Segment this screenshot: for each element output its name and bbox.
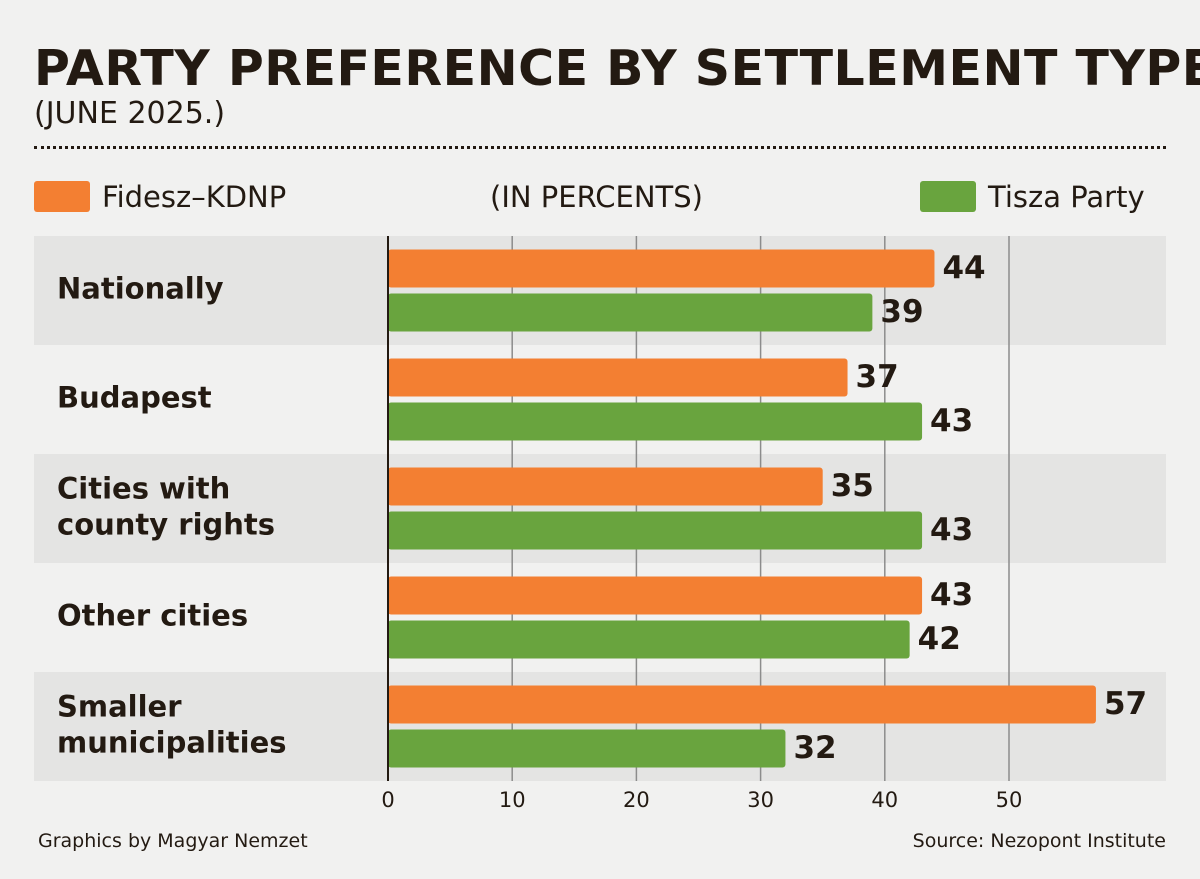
x-tick-label: 0 — [381, 788, 394, 812]
footer-source: Source: Nezopont Institute — [912, 830, 1166, 852]
value-label: 43 — [930, 577, 973, 613]
units-label: (IN PERCENTS) — [490, 180, 703, 214]
category-label: county rights — [57, 508, 275, 542]
legend-swatch-fidesz — [34, 181, 90, 212]
bar-fidesz — [388, 685, 1096, 724]
chart-subtitle: (JUNE 2025.) — [34, 96, 226, 131]
value-label: 35 — [831, 468, 874, 504]
bar-fidesz — [388, 467, 823, 506]
chart-title: PARTY PREFERENCE BY SETTLEMENT TYPE — [34, 40, 1200, 97]
bar-fidesz — [388, 576, 923, 615]
bar-fidesz — [388, 358, 848, 397]
x-tick-label: 30 — [747, 788, 774, 812]
category-label: Other cities — [57, 599, 248, 633]
category-label: Budapest — [57, 381, 212, 415]
bar-tisza — [388, 402, 923, 441]
value-label: 43 — [930, 512, 973, 548]
x-tick-label: 50 — [996, 788, 1023, 812]
x-tick-label: 10 — [499, 788, 526, 812]
category-label: municipalities — [57, 726, 287, 760]
bar-tisza — [388, 620, 910, 659]
value-label: 44 — [942, 250, 985, 286]
x-tick-label: 20 — [623, 788, 650, 812]
category-label: Smaller — [57, 690, 182, 724]
value-label: 43 — [930, 403, 973, 439]
legend-label-fidesz: Fidesz–KDNP — [102, 180, 287, 214]
value-label: 57 — [1104, 686, 1147, 722]
bar-fidesz — [388, 249, 935, 288]
value-label: 32 — [793, 730, 836, 766]
legend-label-tisza: Tisza Party — [988, 180, 1145, 214]
category-label: Cities with — [57, 472, 230, 506]
legend-swatch-tisza — [920, 181, 976, 212]
bar-tisza — [388, 511, 923, 550]
footer-credit: Graphics by Magyar Nemzet — [38, 830, 308, 852]
bar-tisza — [388, 293, 873, 332]
category-label: Nationally — [57, 272, 224, 306]
dotted-divider — [34, 146, 1166, 149]
value-label: 42 — [918, 621, 961, 657]
x-tick-label: 40 — [871, 788, 898, 812]
value-label: 39 — [880, 294, 923, 330]
value-label: 37 — [856, 359, 899, 395]
bar-tisza — [388, 729, 786, 768]
